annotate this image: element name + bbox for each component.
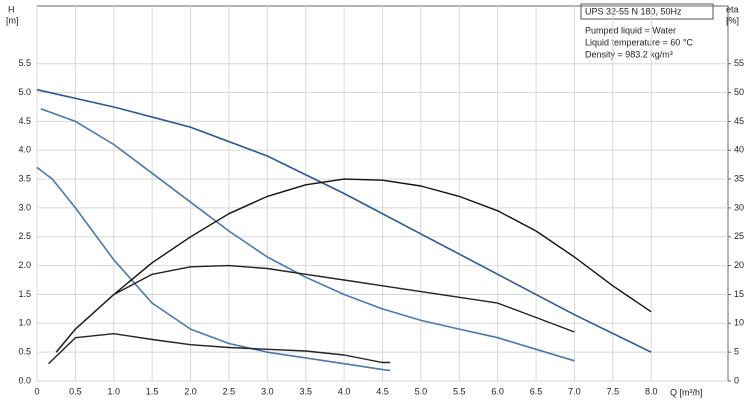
curve — [55, 264, 575, 353]
x-tick-label: 7.0 — [568, 386, 581, 396]
y2-tick-label: 55 — [734, 58, 744, 68]
x-tick-label: 5.0 — [415, 386, 428, 396]
y2-tick-label: 0 — [734, 375, 739, 385]
y2-tick-label: 25 — [734, 231, 744, 241]
x-tick-label: 3.0 — [261, 386, 274, 396]
curve — [48, 333, 391, 365]
y-tick-label: 4.0 — [18, 145, 31, 155]
y2-tick-label: 10 — [734, 318, 744, 328]
y-tick-label: 0.5 — [18, 347, 31, 357]
x-tick-label: 7.5 — [607, 386, 620, 396]
y2-tick-label: 50 — [734, 87, 744, 97]
x-tick-label: 6.5 — [530, 386, 543, 396]
y2-tick-label: 15 — [734, 289, 744, 299]
x-label: Q [m³/h] — [670, 387, 703, 397]
y-tick-label: 2.0 — [18, 260, 31, 270]
info-line: Pumped liquid = Water — [585, 25, 676, 35]
x-tick-label: 2.0 — [184, 386, 197, 396]
x-tick-label: 8.0 — [645, 386, 658, 396]
y-label: H — [8, 4, 15, 14]
y2-tick-label: 5 — [734, 347, 739, 357]
y2-tick-label: 35 — [734, 173, 744, 183]
info-title: UPS 32-55 N 180, 50Hz — [585, 6, 682, 16]
y2-tick-label: 20 — [734, 260, 744, 270]
y-tick-label: 2.5 — [18, 231, 31, 241]
y-tick-label: 5.0 — [18, 87, 31, 97]
y2-tick-label: 45 — [734, 116, 744, 126]
y-tick-label: 1.5 — [18, 289, 31, 299]
x-tick-label: 1.0 — [108, 386, 121, 396]
x-tick-label: 6.0 — [491, 386, 504, 396]
y-tick-label: 3.5 — [18, 173, 31, 183]
x-tick-label: 4.0 — [338, 386, 351, 396]
x-tick-label: 2.5 — [223, 386, 236, 396]
info-line: Liquid temperature = 60 °C — [585, 37, 693, 47]
y-tick-label: 1.0 — [18, 318, 31, 328]
x-tick-label: 5.5 — [453, 386, 466, 396]
x-tick-label: 4.5 — [376, 386, 389, 396]
x-tick-label: 0.5 — [69, 386, 82, 396]
curve — [55, 178, 652, 353]
y2-label: eta — [726, 4, 739, 14]
y2-tick-label: 40 — [734, 145, 744, 155]
y-tick-label: 5.5 — [18, 58, 31, 68]
y-unit: [m] — [6, 15, 19, 25]
x-tick-label: 0 — [34, 386, 39, 396]
y-tick-label: 3.0 — [18, 202, 31, 212]
y-tick-label: 0.0 — [18, 375, 31, 385]
curve — [36, 88, 652, 353]
curve — [36, 166, 391, 372]
info-line: Density = 983.2 kg/m³ — [585, 49, 673, 59]
y2-unit: [%] — [726, 15, 739, 25]
y2-tick-label: 30 — [734, 202, 744, 212]
info-box — [580, 3, 714, 20]
curve — [40, 107, 575, 362]
x-tick-label: 1.5 — [146, 386, 159, 396]
y-tick-label: 4.5 — [18, 116, 31, 126]
x-tick-label: 3.5 — [299, 386, 312, 396]
